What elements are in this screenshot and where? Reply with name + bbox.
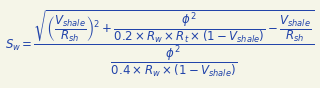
Text: $S_w = \dfrac{\sqrt{\left(\dfrac{V_{shale}}{R_{sh}}\right)^2 + \dfrac{\phi^2}{0.: $S_w = \dfrac{\sqrt{\left(\dfrac{V_{shal…: [5, 9, 315, 79]
